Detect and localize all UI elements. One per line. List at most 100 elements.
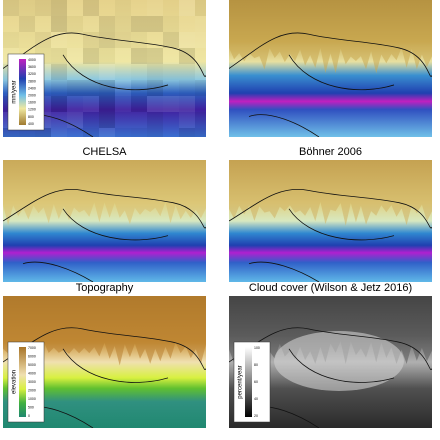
legend-tick: 1000 <box>28 397 36 401</box>
legend: mm/year 4000 3600 3200 2800 2400 2000 1600 1200 8… <box>7 53 45 131</box>
legend-tick: 3000 <box>28 380 36 384</box>
pixel <box>51 64 67 80</box>
pixel <box>179 80 195 96</box>
pixel <box>131 96 147 112</box>
pixel <box>19 32 35 48</box>
pixel <box>35 16 51 32</box>
border <box>3 188 206 282</box>
pixel <box>99 128 115 137</box>
map-panel: Worldclim <box>229 0 432 137</box>
pixel <box>147 96 163 112</box>
pixel <box>163 16 179 32</box>
pixel <box>195 0 206 16</box>
pixel <box>3 32 19 48</box>
pixel <box>83 0 99 16</box>
legend-tick: 500 <box>28 405 34 409</box>
pixel <box>3 128 19 137</box>
pixel <box>163 80 179 96</box>
pixel <box>195 80 206 96</box>
pixel <box>99 32 115 48</box>
pixel <box>147 48 163 64</box>
border <box>229 188 432 282</box>
pixel <box>3 16 19 32</box>
pixel <box>131 112 147 128</box>
pixel <box>179 32 195 48</box>
pixel <box>163 0 179 16</box>
pixel <box>195 64 211 80</box>
legend-tick: 3200 <box>28 72 36 76</box>
legend-tick: 2000 <box>28 93 36 97</box>
pixel <box>99 112 115 128</box>
map-panel: TRMM (3B43)mm/year4000360032002800240020… <box>3 0 211 144</box>
legend-title: mm/year <box>12 80 18 103</box>
legend: percent/year 100 80 60 40 20 <box>233 341 271 423</box>
map <box>229 0 432 137</box>
color-bar <box>245 347 252 417</box>
pixel <box>147 0 163 16</box>
panel-title: Topography <box>76 282 134 294</box>
highland <box>3 296 206 366</box>
pixel <box>131 128 147 144</box>
pixel <box>131 0 147 16</box>
pixel <box>179 128 195 137</box>
pixel <box>179 16 195 32</box>
pixel <box>147 112 163 128</box>
pixel <box>83 32 99 48</box>
pixel <box>19 0 35 16</box>
map-panel: Böhner 2006 <box>229 146 432 282</box>
pixel <box>83 48 99 64</box>
map <box>3 0 211 144</box>
pixel <box>67 48 83 64</box>
map <box>3 160 206 282</box>
pixel <box>35 128 51 137</box>
pixel <box>115 112 131 128</box>
pixel <box>195 32 206 48</box>
highland <box>229 296 432 365</box>
pixel <box>195 112 206 128</box>
pixel <box>83 80 99 96</box>
panels: TRMM (3B43)mm/year4000360032002800240020… <box>3 0 432 428</box>
legend-tick: 60 <box>254 380 258 384</box>
pixel <box>51 96 67 112</box>
pixel <box>35 0 51 16</box>
color-bar <box>19 347 26 417</box>
legend-tick: 4000 <box>28 58 36 62</box>
pixel <box>99 80 115 96</box>
pixel <box>99 48 115 64</box>
pixel <box>83 16 99 32</box>
legend-tick: 800 <box>28 115 34 119</box>
panel-title: Cloud cover (Wilson & Jetz 2016) <box>249 282 412 294</box>
pixel <box>115 96 131 112</box>
panel-title: CHELSA <box>82 146 127 158</box>
legend-tick: 2800 <box>28 79 36 83</box>
map-panel: CHELSA <box>3 146 206 282</box>
pixel <box>131 64 147 80</box>
pixel <box>3 0 19 16</box>
legend-tick: 100 <box>254 346 260 350</box>
pixel <box>115 128 131 144</box>
pixel <box>179 64 195 80</box>
pixel <box>51 0 67 16</box>
panel-title: Böhner 2006 <box>299 146 362 158</box>
legend-tick: 400 <box>28 122 34 126</box>
legend-tick: 7000 <box>28 346 36 350</box>
pixel <box>163 32 179 48</box>
map <box>229 160 432 282</box>
legend-tick: 1600 <box>28 101 36 105</box>
pixel <box>19 128 35 137</box>
pixel <box>195 96 211 112</box>
pixel <box>131 80 147 96</box>
legend-title: elevation <box>12 370 18 394</box>
legend-tick: 20 <box>254 414 258 418</box>
pixel <box>115 80 131 96</box>
pixel <box>51 48 67 64</box>
map-panel: Topographyelevation700060005000400030002… <box>3 282 206 428</box>
pixel <box>99 0 115 16</box>
legend-tick: 2000 <box>28 388 36 392</box>
color-bar <box>19 59 26 125</box>
pixel <box>67 128 83 144</box>
pixel <box>51 112 67 128</box>
pixel <box>83 112 99 128</box>
pixel <box>179 96 195 112</box>
